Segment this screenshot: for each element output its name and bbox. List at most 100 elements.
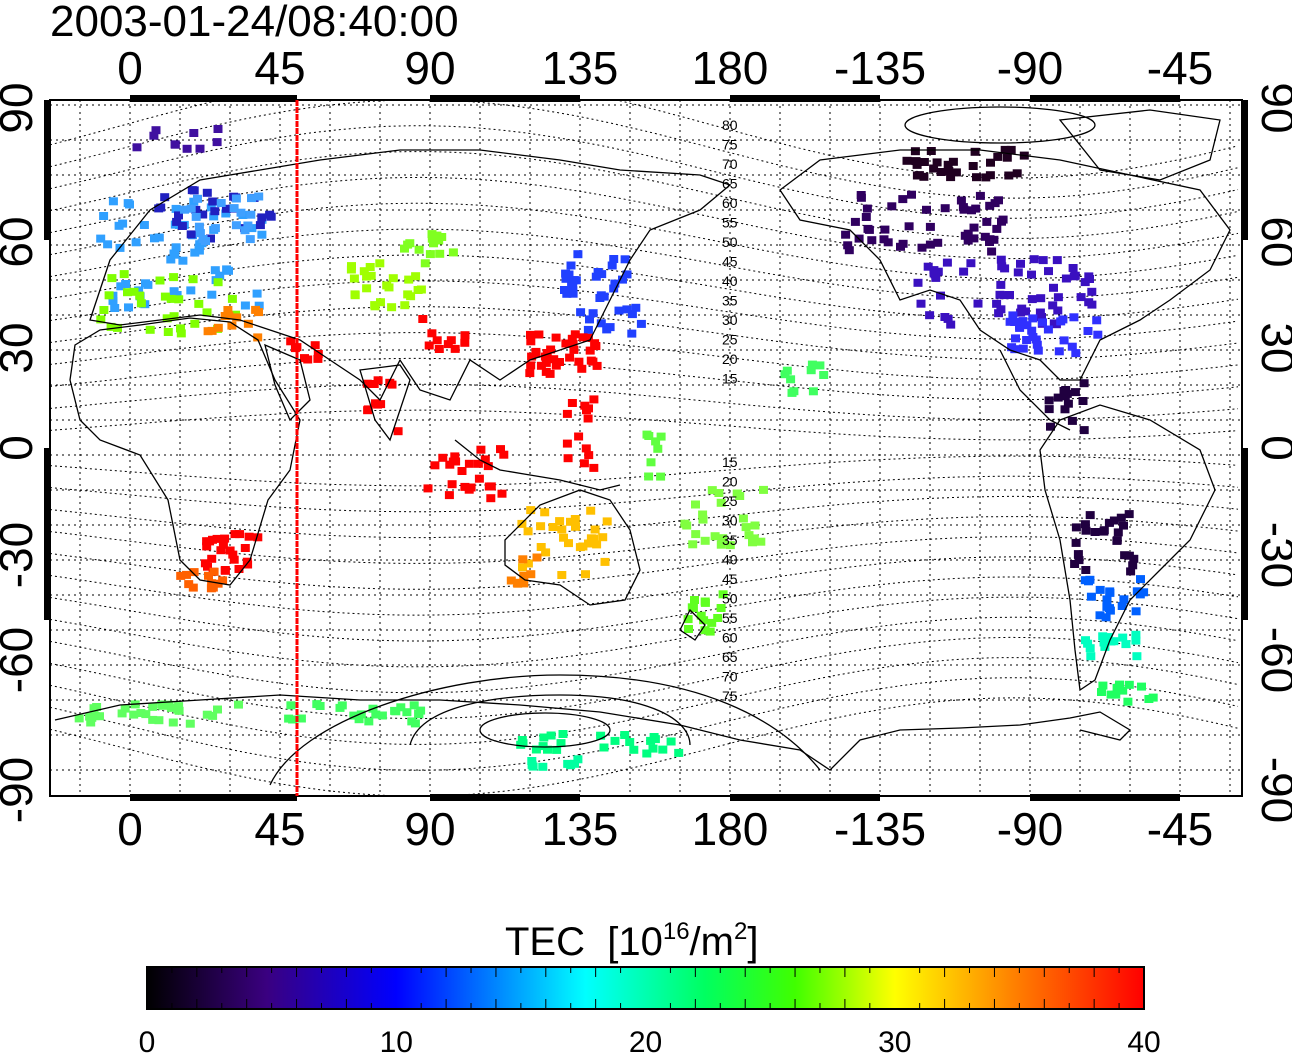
tec-cell	[370, 301, 380, 310]
coastline-india	[359, 364, 411, 442]
tec-cell	[994, 196, 1003, 205]
tec-cell	[592, 540, 602, 549]
tec-cell	[917, 243, 927, 252]
tec-cell	[575, 543, 585, 552]
tec-cell	[104, 291, 114, 300]
y-right-label: 60	[1252, 216, 1292, 267]
y-left-label: -60	[0, 627, 42, 693]
tec-cell	[526, 330, 535, 339]
tec-cell	[759, 485, 768, 494]
tec-cell	[225, 546, 235, 555]
tec-cell	[382, 281, 392, 290]
tec-cell	[1102, 595, 1112, 604]
tec-cell	[551, 333, 561, 342]
coastline-nz	[679, 608, 706, 641]
tec-cell	[404, 275, 414, 284]
tec-cell	[406, 292, 416, 301]
tec-cell	[528, 762, 538, 771]
tec-cell	[315, 702, 325, 710]
tec-cell	[215, 271, 225, 280]
tec-cell	[531, 745, 541, 754]
tec-cell	[629, 745, 639, 754]
tec-cell	[106, 322, 116, 331]
tec-cell	[1038, 256, 1048, 265]
tec-cell	[585, 315, 594, 324]
tec-cell	[169, 273, 179, 282]
tec-cell	[220, 312, 230, 320]
tec-cell	[1010, 318, 1020, 326]
tec-cell	[1119, 521, 1128, 530]
tec-cell	[716, 604, 726, 612]
mag-lat-label-north: 35	[722, 293, 738, 309]
tec-cell	[591, 342, 601, 351]
tec-cell	[956, 196, 966, 205]
tec-cell	[622, 305, 632, 314]
tec-cell	[1081, 636, 1090, 645]
tec-cell	[650, 735, 660, 744]
tec-cell	[683, 615, 693, 624]
tec-cell	[1005, 317, 1015, 326]
tec-cell	[538, 742, 548, 751]
tec-cell	[176, 329, 186, 338]
tec-cell	[168, 718, 178, 727]
tec-cell	[391, 707, 401, 716]
tec-cell	[591, 272, 601, 281]
tec-cell	[1106, 690, 1116, 699]
tec-cell	[1131, 630, 1141, 639]
tec-cell	[523, 527, 533, 536]
tec-cell	[993, 152, 1003, 161]
tec-cell	[1061, 274, 1071, 283]
tec-cell	[486, 494, 496, 503]
y-left-label: 60	[0, 216, 42, 267]
y-left-label: -30	[0, 522, 42, 588]
tec-cell	[354, 715, 364, 724]
tec-cell	[576, 308, 586, 317]
tec-cell	[898, 239, 908, 248]
tec-cell	[363, 406, 373, 415]
tec-cell	[1087, 300, 1097, 309]
tec-cell	[571, 522, 580, 531]
tec-cell	[1018, 344, 1028, 353]
y-left-label: -90	[0, 757, 42, 823]
tec-cell	[967, 206, 976, 215]
tec-cell	[1004, 171, 1014, 180]
tec-cell	[674, 748, 684, 757]
tec-cell	[296, 714, 306, 723]
x-bottom-label: -45	[1147, 803, 1213, 855]
tec-cell	[432, 336, 442, 345]
tec-cell	[541, 358, 551, 367]
tec-cell	[523, 559, 533, 568]
coastline-central-america	[999, 349, 1071, 431]
tec-cell	[925, 240, 935, 249]
tec-cell	[680, 519, 690, 528]
coastline-eurasia	[89, 149, 732, 402]
tec-cell	[117, 709, 127, 718]
tec-cell	[699, 616, 709, 625]
tec-cell	[923, 262, 933, 271]
tec-cell	[131, 238, 141, 247]
tec-cell	[1073, 550, 1083, 559]
tec-cell	[1005, 291, 1014, 299]
tec-cell	[922, 205, 931, 214]
tec-cell	[218, 540, 228, 549]
tec-cell	[1015, 323, 1025, 332]
tec-cell	[581, 444, 591, 453]
tec-cell	[210, 266, 220, 275]
tec-cell	[590, 525, 600, 534]
tec-cell	[205, 537, 215, 546]
tec-cell	[427, 230, 437, 239]
tec-cell	[526, 570, 536, 579]
tec-cell	[182, 144, 192, 153]
tec-cell	[557, 571, 567, 579]
tec-cell	[407, 717, 417, 726]
tec-cell	[1128, 561, 1138, 570]
tec-cell	[244, 532, 254, 541]
tec-cell	[1078, 397, 1088, 405]
tec-cell	[688, 540, 698, 549]
tec-cell	[189, 568, 199, 577]
tec-cell	[910, 147, 920, 156]
tec-cell	[570, 759, 579, 768]
tec-cell	[230, 530, 240, 539]
mag-lat-label-south: 75	[722, 688, 738, 704]
y-right-label: 0	[1252, 435, 1292, 461]
